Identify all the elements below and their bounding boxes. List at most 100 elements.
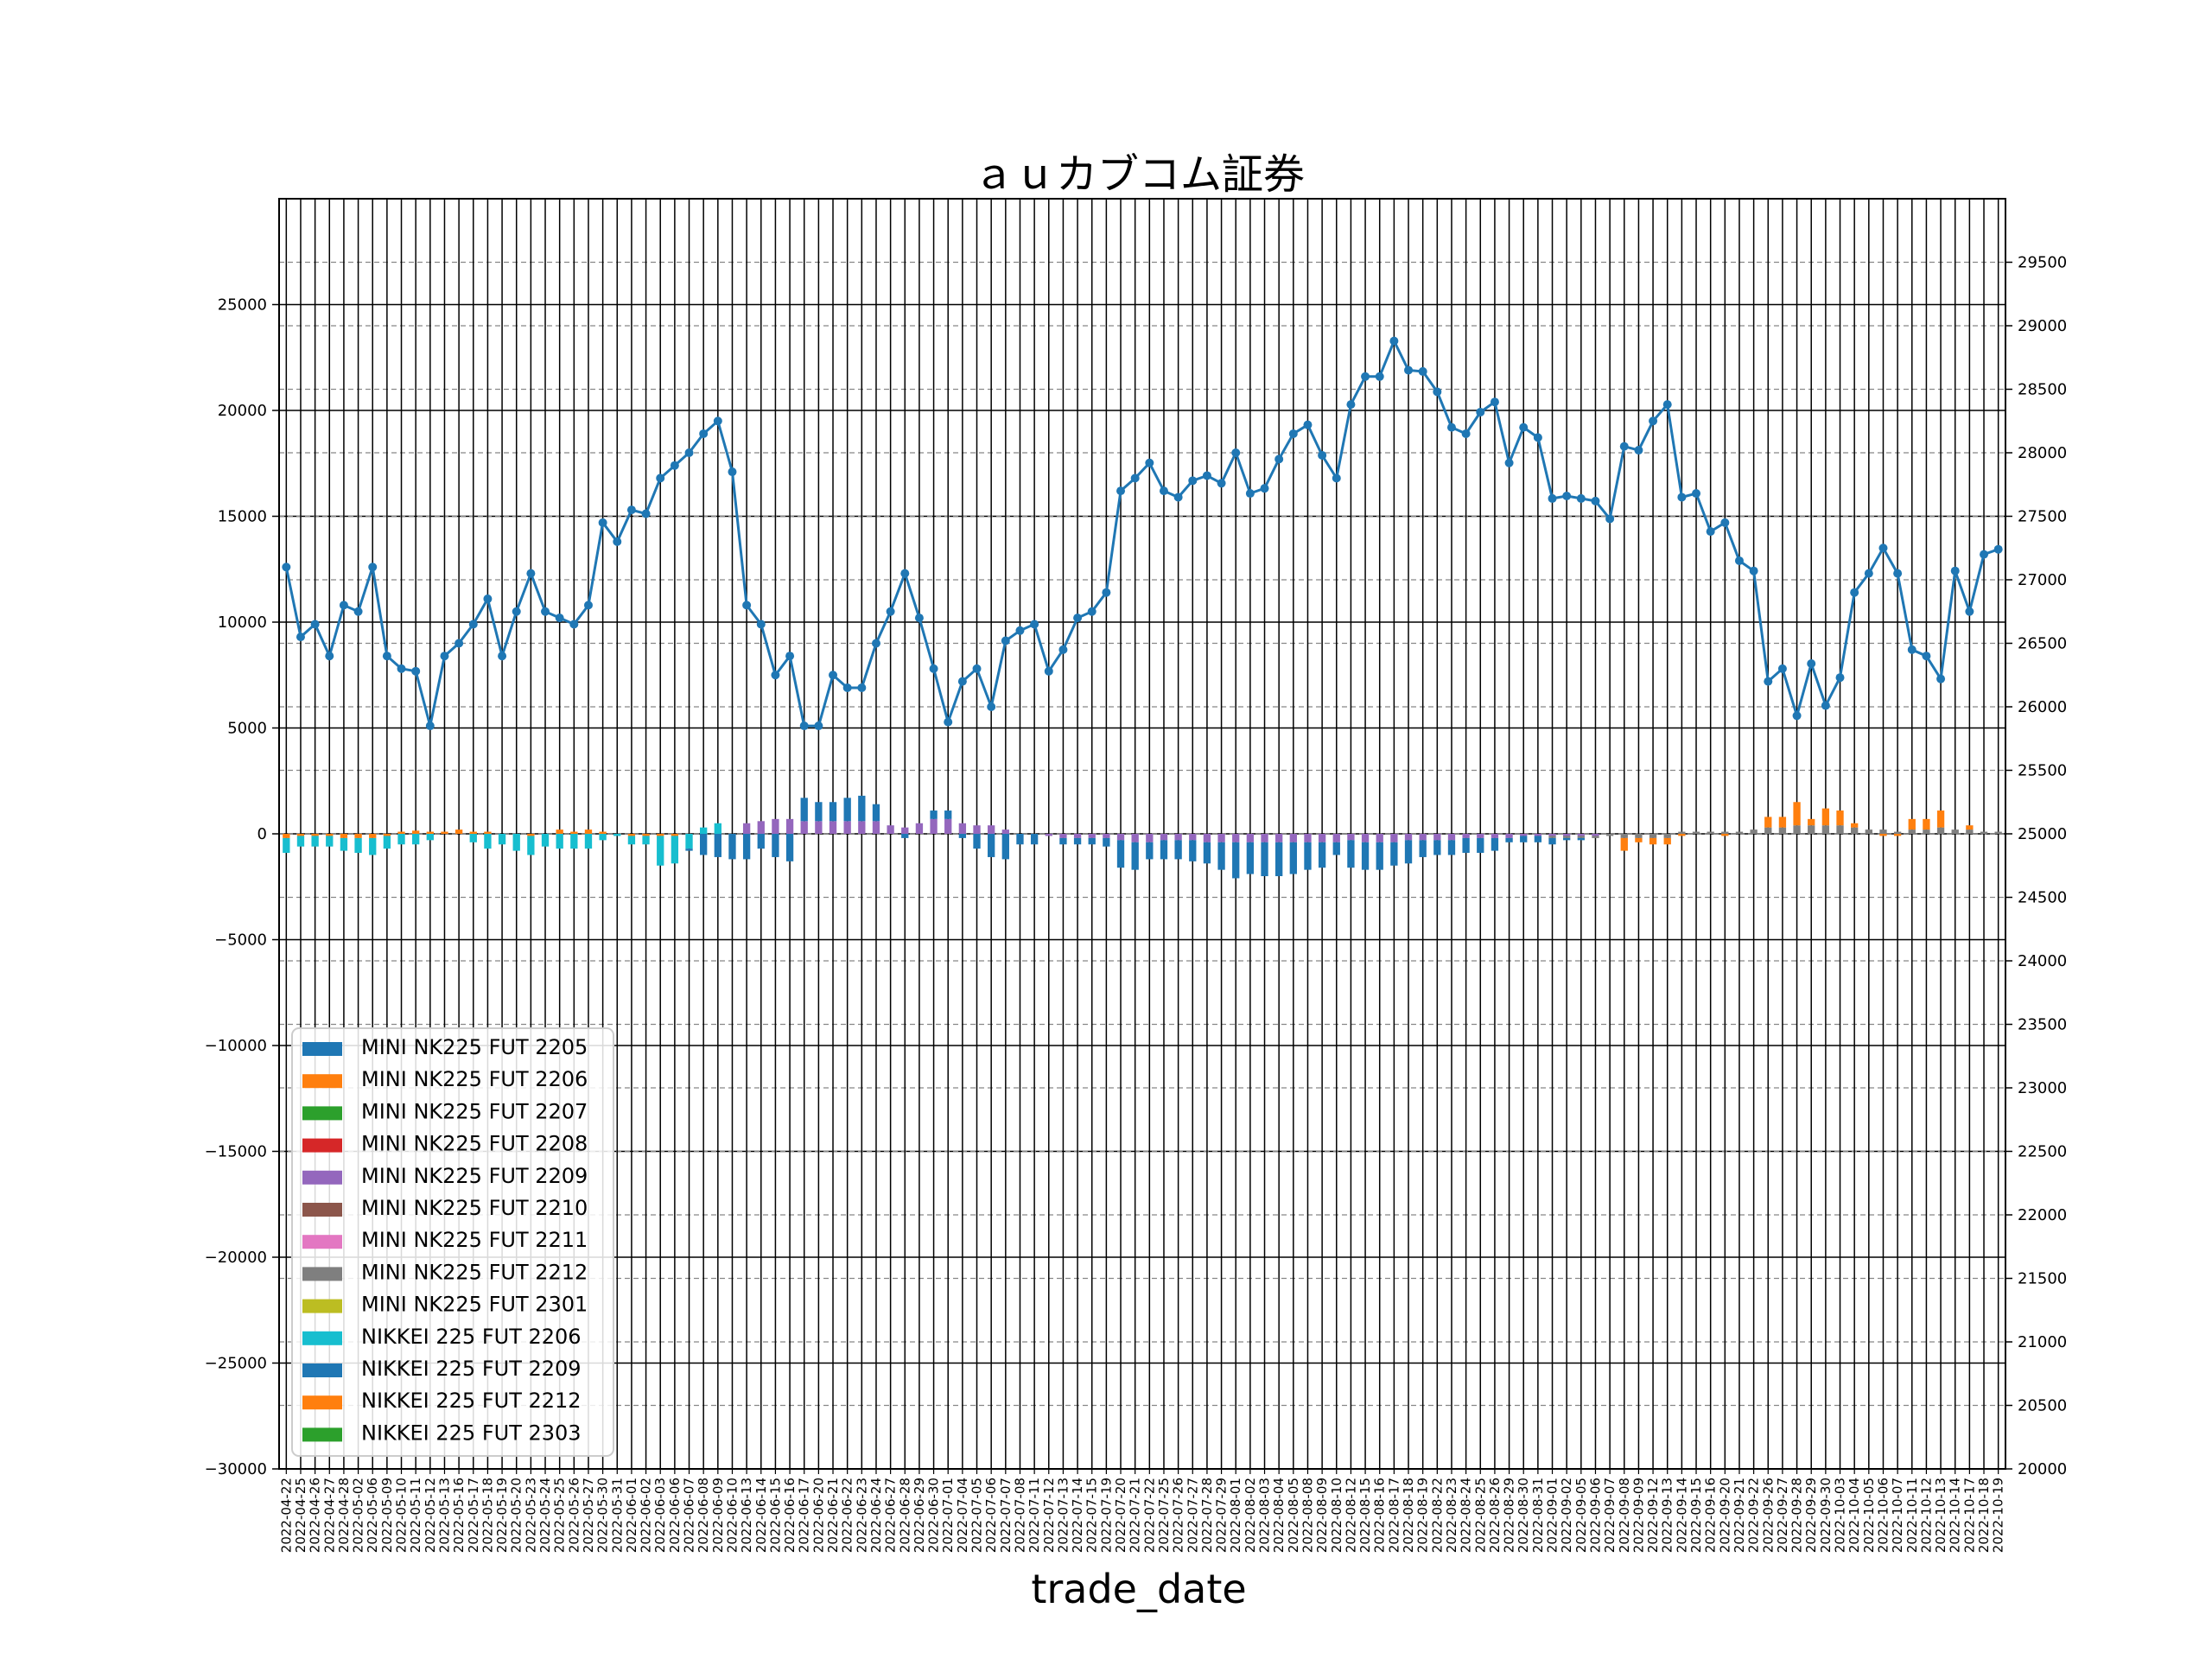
- price-point: [1936, 674, 1946, 683]
- price-point: [1446, 423, 1456, 432]
- bar-segment: [1246, 834, 1255, 842]
- price-point: [944, 717, 953, 727]
- x-tick-label: 2022-06-30: [926, 1478, 942, 1553]
- price-point: [1980, 550, 1989, 559]
- bar-segment: [1477, 834, 1484, 838]
- x-tick-label: 2022-04-22: [278, 1478, 294, 1553]
- x-tick-label: 2022-08-30: [1516, 1478, 1531, 1553]
- x-tick-label: 2022-08-02: [1243, 1478, 1258, 1553]
- bar-segment: [369, 837, 377, 855]
- legend-label: NIKKEI 225 FUT 2209: [361, 1357, 582, 1381]
- bar-segment: [728, 834, 736, 860]
- x-tick-label: 2022-09-30: [1818, 1478, 1834, 1553]
- bar-segment: [1404, 840, 1413, 864]
- bar-segment: [1332, 834, 1340, 842]
- x-tick-label: 2022-10-07: [1890, 1478, 1905, 1553]
- price-point: [1807, 659, 1816, 669]
- x-tick-label: 2022-05-18: [480, 1478, 495, 1553]
- bar-segment: [383, 836, 391, 849]
- bar-segment: [742, 823, 751, 834]
- bar-segment: [1908, 830, 1916, 834]
- price-point: [296, 632, 305, 642]
- price-point: [1619, 442, 1629, 451]
- bar-segment: [1793, 825, 1801, 834]
- bar-segment: [1563, 834, 1571, 836]
- bar-segment: [1361, 842, 1370, 870]
- bar-segment: [1217, 834, 1225, 842]
- bar-segment: [742, 834, 751, 860]
- x-tick-label: 2022-08-22: [1429, 1478, 1445, 1553]
- x-tick-label: 2022-07-01: [940, 1478, 956, 1553]
- bar-segment: [412, 834, 420, 845]
- price-point: [1893, 569, 1903, 578]
- bar-segment: [1116, 840, 1125, 868]
- bar-segment: [1361, 834, 1370, 842]
- bar-segment: [642, 834, 650, 836]
- x-tick-label: 2022-07-04: [955, 1478, 970, 1553]
- bar-segment: [1447, 834, 1456, 841]
- price-point: [382, 652, 391, 661]
- legend: MINI NK225 FUT 2205 MINI NK225 FUT 2206 MI…: [291, 1027, 614, 1457]
- y2-tick-label: 24000: [2018, 952, 2067, 970]
- price-point: [512, 607, 521, 616]
- bar-segment: [1994, 831, 2002, 834]
- bar-segment: [1059, 837, 1067, 845]
- bar-segment: [613, 834, 621, 836]
- bar-segment: [757, 821, 765, 834]
- price-point: [713, 416, 722, 426]
- bar-segment: [1160, 834, 1168, 841]
- x-tick-label: 2022-09-26: [1760, 1478, 1776, 1553]
- bar-segment: [469, 831, 477, 834]
- x-tick-label: 2022-08-23: [1444, 1478, 1459, 1553]
- bar-segment: [1620, 834, 1628, 838]
- legend-label: NIKKEI 225 FUT 2212: [361, 1389, 582, 1413]
- legend-label: MINI NK225 FUT 2211: [361, 1228, 588, 1252]
- bar-segment: [1980, 831, 1988, 834]
- y-tick-label: −20000: [205, 1249, 267, 1267]
- legend-swatch: [302, 1042, 342, 1056]
- bar-segment: [1851, 823, 1859, 828]
- x-tick-label: 2022-08-09: [1314, 1478, 1330, 1553]
- bar-segment: [872, 804, 880, 822]
- price-point: [914, 613, 924, 623]
- bar-segment: [1936, 827, 1945, 834]
- legend-label: MINI NK225 FUT 2205: [361, 1035, 588, 1059]
- bar-segment: [340, 837, 348, 851]
- x-tick-label: 2022-07-28: [1199, 1478, 1215, 1553]
- x-tick-label: 2022-07-12: [1041, 1478, 1057, 1553]
- x-tick-label: 2022-08-29: [1502, 1478, 1517, 1553]
- bar-segment: [1707, 831, 1714, 834]
- bar-segment: [1678, 831, 1686, 834]
- x-tick-label: 2022-06-20: [810, 1478, 826, 1553]
- bar-segment: [800, 798, 808, 822]
- x-tick-label: 2022-05-02: [351, 1478, 366, 1553]
- price-point: [957, 677, 967, 686]
- bar-segment: [1592, 834, 1599, 836]
- bar-segment: [1419, 834, 1427, 841]
- x-tick-label: 2022-06-28: [897, 1478, 912, 1553]
- price-point: [670, 461, 679, 470]
- y-tick-label: −30000: [205, 1460, 267, 1478]
- x-tick-label: 2022-10-05: [1861, 1478, 1877, 1553]
- legend-swatch: [302, 1203, 342, 1217]
- price-point: [1519, 423, 1529, 432]
- bar-segment: [397, 831, 405, 834]
- bar-segment: [556, 834, 563, 849]
- legend-swatch: [302, 1299, 342, 1313]
- x-tick-label: 2022-05-30: [595, 1478, 611, 1553]
- x-tick-label: 2022-09-12: [1645, 1478, 1661, 1553]
- x-tick-label: 2022-09-15: [1688, 1478, 1704, 1553]
- bar-segment: [1332, 842, 1340, 855]
- x-tick-label: 2022-10-12: [1918, 1478, 1934, 1553]
- bar-segment: [1016, 834, 1024, 845]
- x-tick-label: 2022-09-29: [1803, 1478, 1819, 1553]
- x-tick-label: 2022-06-03: [652, 1478, 668, 1553]
- x-tick-label: 2022-06-16: [782, 1478, 798, 1553]
- price-point: [1044, 666, 1053, 676]
- x-tick-label: 2022-10-19: [1991, 1478, 2006, 1553]
- x-tick-label: 2022-08-15: [1357, 1478, 1373, 1553]
- bar-segment: [1462, 837, 1470, 854]
- price-point: [498, 652, 507, 661]
- x-tick-label: 2022-08-18: [1401, 1478, 1416, 1553]
- x-tick-label: 2022-05-20: [509, 1478, 524, 1553]
